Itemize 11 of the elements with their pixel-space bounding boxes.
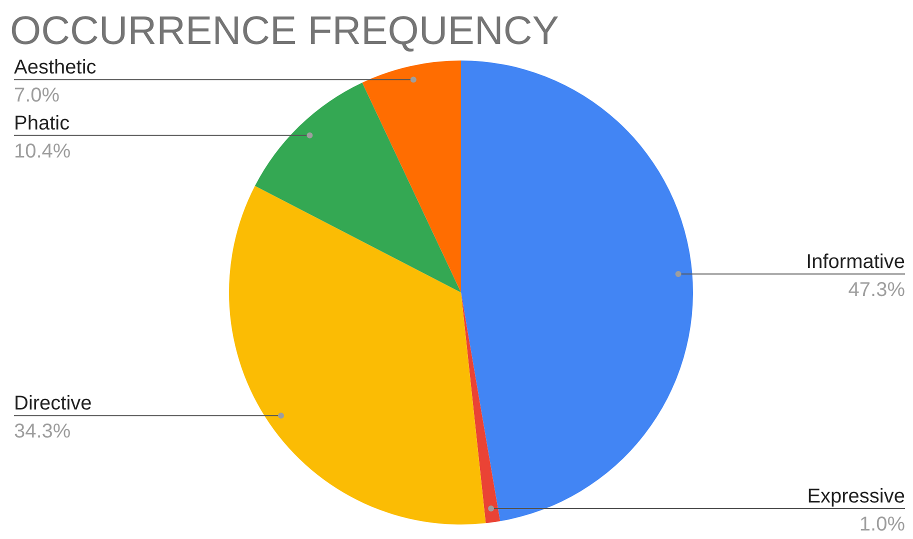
slice-label: Phatic xyxy=(14,112,70,134)
slice-label: Informative xyxy=(806,251,905,274)
slice-label: Expressive xyxy=(807,486,905,508)
data-label: 1.0% xyxy=(859,514,906,536)
slice-label: Aesthetic xyxy=(14,56,96,79)
data-label: 7.0% xyxy=(14,84,60,107)
data-label: 47.3% xyxy=(848,279,906,302)
data-label: 10.4% xyxy=(14,140,71,162)
chart-title: OCCURRENCE FREQUENCY xyxy=(10,9,559,53)
slice-label: Directive xyxy=(14,392,92,415)
data-label: 34.3% xyxy=(14,420,71,443)
